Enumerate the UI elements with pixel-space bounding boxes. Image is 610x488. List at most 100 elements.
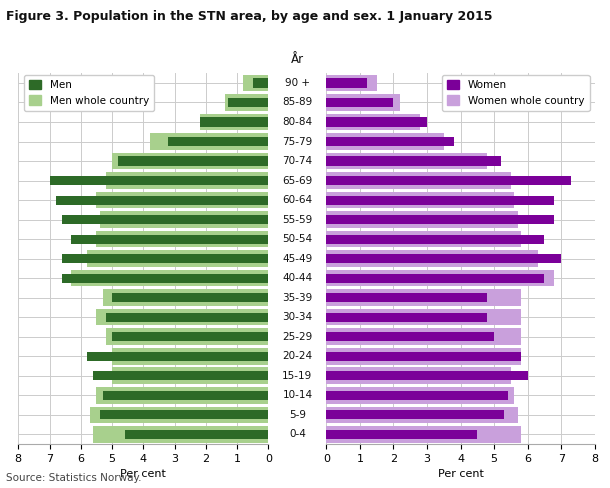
- Bar: [62, 215, 268, 224]
- Bar: [102, 289, 268, 306]
- Bar: [124, 430, 268, 439]
- Bar: [326, 410, 504, 419]
- Bar: [106, 172, 268, 189]
- Bar: [326, 98, 393, 107]
- Bar: [326, 332, 494, 341]
- Bar: [62, 254, 268, 263]
- Bar: [112, 293, 268, 302]
- X-axis label: Per cent: Per cent: [120, 469, 167, 479]
- Bar: [326, 328, 521, 345]
- Text: 70-74: 70-74: [282, 156, 312, 166]
- Bar: [326, 289, 521, 306]
- Text: 5-9: 5-9: [289, 410, 306, 420]
- Bar: [326, 79, 367, 87]
- Bar: [87, 352, 268, 361]
- Text: 35-39: 35-39: [282, 293, 312, 303]
- Bar: [62, 274, 268, 283]
- Text: 55-59: 55-59: [282, 215, 312, 224]
- Bar: [326, 153, 487, 169]
- Bar: [326, 196, 554, 204]
- Bar: [326, 352, 521, 361]
- Bar: [326, 172, 511, 189]
- Bar: [326, 293, 487, 302]
- Bar: [106, 313, 268, 322]
- Legend: Women, Women whole country: Women, Women whole country: [442, 75, 589, 111]
- Text: 50-54: 50-54: [282, 234, 312, 244]
- Bar: [326, 157, 501, 165]
- Bar: [326, 274, 544, 283]
- Bar: [326, 94, 400, 111]
- Bar: [326, 309, 521, 325]
- Bar: [326, 407, 517, 423]
- Text: 90 +: 90 +: [285, 78, 310, 88]
- Bar: [93, 371, 268, 380]
- Bar: [149, 133, 268, 150]
- Bar: [326, 231, 521, 247]
- Text: 80-84: 80-84: [282, 117, 312, 127]
- Bar: [112, 332, 268, 341]
- Text: 0-4: 0-4: [289, 429, 306, 439]
- Bar: [326, 176, 571, 185]
- Text: 15-19: 15-19: [282, 371, 312, 381]
- Bar: [99, 410, 268, 419]
- Legend: Men, Men whole country: Men, Men whole country: [24, 75, 154, 111]
- Bar: [96, 387, 268, 404]
- Bar: [326, 250, 538, 267]
- Bar: [326, 133, 443, 150]
- Bar: [118, 157, 268, 165]
- Bar: [326, 75, 377, 91]
- Bar: [224, 94, 268, 111]
- Bar: [326, 215, 554, 224]
- Bar: [96, 231, 268, 247]
- Bar: [326, 254, 561, 263]
- Bar: [326, 137, 454, 146]
- Bar: [326, 348, 521, 365]
- Bar: [87, 250, 268, 267]
- Bar: [243, 75, 268, 91]
- Bar: [96, 309, 268, 325]
- Bar: [71, 270, 268, 286]
- Text: År: År: [291, 53, 304, 66]
- Bar: [326, 391, 508, 400]
- Bar: [326, 426, 521, 443]
- Text: 25-29: 25-29: [282, 332, 312, 342]
- Bar: [168, 137, 268, 146]
- Bar: [49, 176, 268, 185]
- Bar: [99, 211, 268, 228]
- Text: 20-24: 20-24: [282, 351, 312, 361]
- Bar: [71, 235, 268, 244]
- Bar: [253, 79, 268, 87]
- Bar: [96, 192, 268, 208]
- Text: 65-69: 65-69: [282, 176, 312, 185]
- Text: 40-44: 40-44: [282, 273, 312, 283]
- Bar: [112, 348, 268, 365]
- Bar: [326, 430, 478, 439]
- Bar: [326, 192, 514, 208]
- Text: 75-79: 75-79: [282, 137, 312, 146]
- Bar: [112, 367, 268, 384]
- Text: 10-14: 10-14: [282, 390, 312, 400]
- Bar: [56, 196, 268, 204]
- Bar: [326, 313, 487, 322]
- Bar: [199, 118, 268, 126]
- Bar: [326, 211, 517, 228]
- Text: 60-64: 60-64: [282, 195, 312, 205]
- Bar: [199, 114, 268, 130]
- Bar: [228, 98, 268, 107]
- X-axis label: Per cent: Per cent: [437, 469, 484, 479]
- Bar: [93, 426, 268, 443]
- Bar: [106, 328, 268, 345]
- Bar: [326, 387, 514, 404]
- Bar: [102, 391, 268, 400]
- Text: 85-89: 85-89: [282, 98, 312, 107]
- Bar: [112, 153, 268, 169]
- Bar: [90, 407, 268, 423]
- Bar: [326, 118, 427, 126]
- Bar: [326, 367, 511, 384]
- Text: Figure 3. Population in the STN area, by age and sex. 1 January 2015: Figure 3. Population in the STN area, by…: [6, 10, 493, 23]
- Bar: [326, 235, 544, 244]
- Text: Source: Statistics Norway.: Source: Statistics Norway.: [6, 473, 142, 483]
- Bar: [326, 371, 528, 380]
- Bar: [326, 270, 554, 286]
- Text: 30-34: 30-34: [282, 312, 312, 322]
